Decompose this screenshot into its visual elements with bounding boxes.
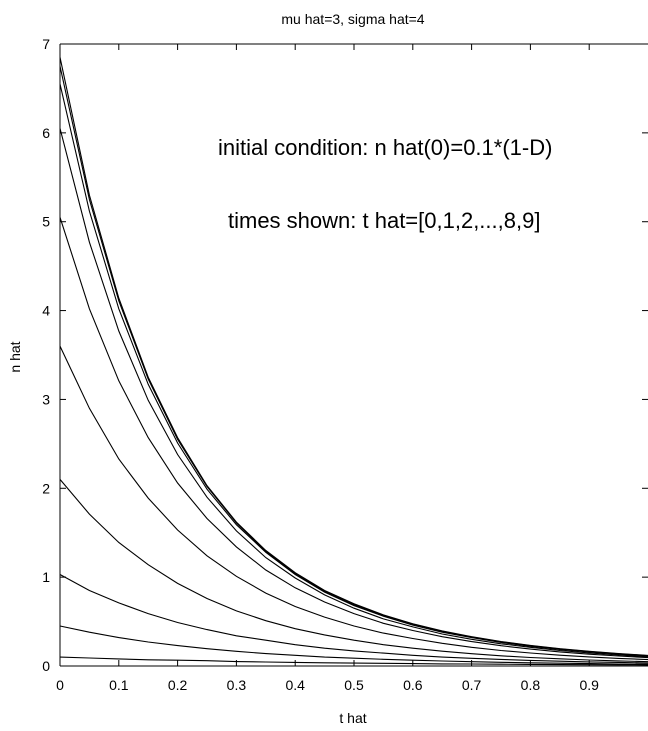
x-tick-label: 0.6 — [403, 677, 423, 693]
x-tick-label: 0.3 — [227, 677, 247, 693]
x-axis-ticks: 0 0.1 0.2 0.3 0.4 0.5 0.6 0.7 0.8 0.9 — [56, 44, 599, 693]
annotation-times-shown: times shown: t hat=[0,1,2,...,8,9] — [228, 208, 540, 233]
x-tick-label: 0.8 — [521, 677, 541, 693]
annotation-initial-condition: initial condition: n hat(0)=0.1*(1-D) — [218, 135, 552, 160]
x-tick-label: 0.4 — [285, 677, 305, 693]
y-tick-label: 3 — [42, 391, 50, 407]
series-line-6 — [59, 128, 648, 658]
y-tick-label: 2 — [42, 480, 50, 496]
chart-title: mu hat=3, sigma hat=4 — [281, 11, 424, 27]
x-tick-label: 0.2 — [168, 677, 188, 693]
y-axis-ticks: 0 1 2 3 4 5 6 7 — [42, 36, 648, 674]
series-line-7 — [59, 83, 648, 657]
y-tick-label: 0 — [42, 658, 50, 674]
series-line-2 — [59, 574, 648, 664]
y-tick-label: 7 — [42, 36, 50, 52]
x-tick-label: 0 — [56, 677, 64, 693]
series-line-4 — [59, 345, 648, 661]
series-line-9 — [59, 57, 648, 656]
y-tick-label: 5 — [42, 214, 50, 230]
series-line-5 — [59, 217, 648, 659]
y-tick-label: 4 — [42, 303, 50, 319]
series-lines — [59, 57, 648, 666]
x-tick-label: 0.7 — [462, 677, 482, 693]
y-axis-label: n hat — [7, 341, 23, 372]
x-tick-label: 0.9 — [579, 677, 599, 693]
y-tick-label: 6 — [42, 125, 50, 141]
series-line-1 — [59, 625, 648, 665]
x-tick-label: 0.5 — [344, 677, 364, 693]
series-line-3 — [59, 479, 648, 663]
x-axis-label: t hat — [339, 710, 366, 726]
x-tick-label: 0.1 — [109, 677, 129, 693]
y-tick-label: 1 — [42, 569, 50, 585]
